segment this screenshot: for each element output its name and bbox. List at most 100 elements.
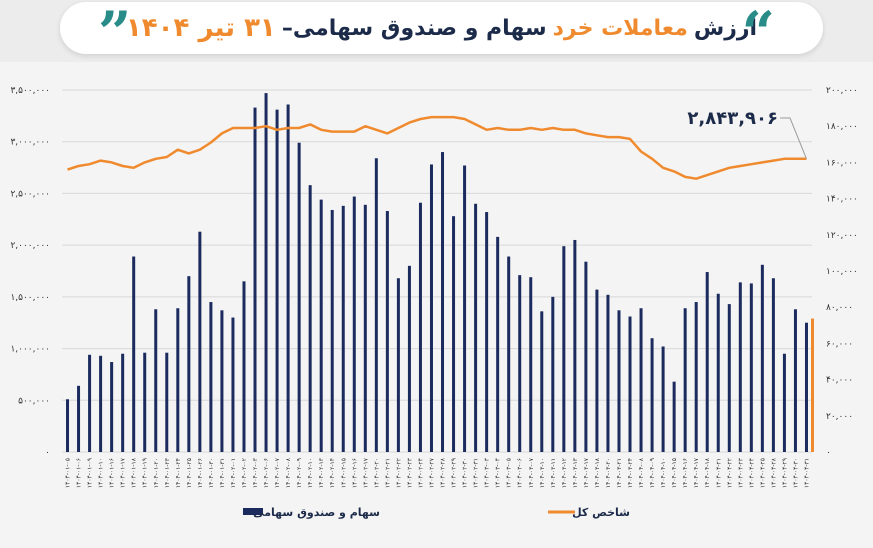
x-tick-label: ۱۴۰۴-۰۲-۱۴ xyxy=(329,458,336,488)
bar xyxy=(99,355,103,452)
left-tick-label: ۰ xyxy=(45,448,50,458)
bar xyxy=(749,283,753,452)
x-tick-label: ۱۴۰۴-۰۲-۱۰ xyxy=(307,458,314,488)
bar xyxy=(661,346,665,452)
chart-panel xyxy=(0,62,873,548)
x-tick-label: ۱۴۰۴-۰۴-۲۳ xyxy=(737,457,744,488)
bar xyxy=(429,164,433,452)
x-tick-label: ۱۴۰۴-۰۲-۱۵ xyxy=(340,458,347,488)
bar xyxy=(507,256,511,452)
x-tick-label: ۱۴۰۴-۰۲-۱۶ xyxy=(351,458,358,488)
legend-bar-label: سهام و صندوق سهامی xyxy=(253,506,380,519)
callout-leader xyxy=(780,117,807,159)
bar xyxy=(705,272,709,452)
x-tick-label: ۱۴۰۴-۰۱-۱۸ xyxy=(131,457,138,488)
left-tick-label: ۲,۰۰۰,۰۰۰ xyxy=(10,241,50,251)
x-tick-label: ۱۴۰۴-۰۴-۱۰ xyxy=(660,458,667,488)
bar xyxy=(760,264,764,452)
x-tick-label: ۱۴۰۴-۰۱-۳۰ xyxy=(208,458,215,488)
x-tick-label: ۱۴۰۴-۰۱-۱۶ xyxy=(109,458,116,488)
x-tick-label: ۱۴۰۴-۰۴-۲۴ xyxy=(748,458,755,488)
quote-close-icon: ” xyxy=(98,0,132,67)
x-tick-label: ۱۴۰۴-۰۳-۰۳ xyxy=(484,457,491,488)
bar xyxy=(628,316,632,452)
right-tick-label: ۱۶۰,۰۰۰ xyxy=(826,158,858,168)
bar xyxy=(793,309,797,452)
x-tick-label: ۱۴۰۴-۰۴-۳۱ xyxy=(803,458,810,488)
bar xyxy=(738,282,742,452)
bar xyxy=(374,158,378,452)
bar xyxy=(441,152,445,453)
x-tick-label: ۱۴۰۴-۰۲-۳۰ xyxy=(462,458,469,488)
x-tick-label: ۱۴۰۴-۰۲-۲۷ xyxy=(428,457,435,488)
x-tick-label: ۱۴۰۴-۰۴-۰۹ xyxy=(649,458,656,488)
left-tick-label: ۵۰۰,۰۰۰ xyxy=(18,396,50,406)
gridlines xyxy=(62,89,812,453)
x-tick-label: ۱۴۰۴-۰۲-۲۲ xyxy=(395,458,402,488)
x-tick-label: ۱۴۰۴-۰۲-۲۸ xyxy=(440,457,447,488)
x-tick-label: ۱۴۰۴-۰۱-۲۴ xyxy=(175,458,182,488)
line-series xyxy=(67,115,807,180)
bar xyxy=(452,216,456,452)
x-tick-label: ۱۴۰۴-۰۱-۱۹ xyxy=(142,458,149,488)
x-tick-label: ۱۴۰۴-۰۳-۱۳ xyxy=(572,457,579,488)
x-tick-label: ۱۴۰۴-۰۲-۳۱ xyxy=(473,458,480,488)
bar xyxy=(275,109,279,452)
bar xyxy=(683,308,687,452)
bar xyxy=(529,277,533,452)
x-tick-label: ۱۴۰۴-۰۱-۲۵ xyxy=(186,458,193,488)
x-tick-label: ۱۴۰۴-۰۳-۱۰ xyxy=(539,458,546,488)
x-tick-label: ۱۴۰۴-۰۳-۱۱ xyxy=(550,458,557,488)
bar xyxy=(308,185,312,452)
bar xyxy=(264,93,268,453)
bar xyxy=(407,265,411,452)
x-tick-label: ۱۴۰۴-۰۳-۱۷ xyxy=(583,457,590,488)
x-tick-label: ۱۴۰۴-۰۳-۰۷ xyxy=(528,457,535,488)
x-tick-label: ۱۴۰۴-۰۱-۲۰ xyxy=(153,458,160,488)
title-part-3: سهام و صندوق سهامی– xyxy=(281,15,547,41)
bar xyxy=(562,246,566,452)
x-tick-label: ۱۴۰۴-۰۲-۱۷ xyxy=(362,457,369,488)
bar xyxy=(352,196,356,452)
x-tick-label: ۱۴۰۴-۰۱-۰۹ xyxy=(87,458,94,488)
bar xyxy=(617,310,621,452)
bar xyxy=(121,353,125,452)
x-tick-label: ۱۴۰۴-۰۳-۲۱ xyxy=(616,458,623,488)
right-tick-label: ۴۰,۰۰۰ xyxy=(826,376,853,386)
x-tick-label: ۱۴۰۴-۰۴-۱۷ xyxy=(693,457,700,488)
bar xyxy=(474,203,478,452)
x-tick-label: ۱۴۰۴-۰۴-۲۸ xyxy=(770,457,777,488)
bar xyxy=(573,239,577,452)
bar xyxy=(187,276,191,452)
bar xyxy=(242,281,246,452)
x-tick-label: ۱۴۰۴-۰۳-۲۴ xyxy=(627,458,634,488)
bar xyxy=(716,293,720,452)
bar xyxy=(804,322,808,452)
bar xyxy=(650,338,654,452)
bar xyxy=(143,352,147,452)
x-tick-label: ۱۴۰۴-۰۱-۲۶ xyxy=(197,458,204,488)
bar xyxy=(154,309,158,452)
bar xyxy=(485,212,489,452)
title-part-2: معاملات خرد xyxy=(552,15,688,41)
bar xyxy=(672,381,676,452)
x-tick-label: ۱۴۰۴-۰۳-۱۸ xyxy=(594,457,601,488)
x-axis-ticks: ۱۴۰۴-۰۱-۰۵ ۱۴۰۴-۰۱-۰۶ ۱۴۰۴-۰۱-۰۹ ۱۴۰۴-۰۱-۱۰… xyxy=(65,457,811,488)
bar xyxy=(463,165,467,452)
x-tick-label: ۱۴۰۴-۰۴-۳۰ xyxy=(792,458,799,488)
x-tick-label: ۱۴۰۴-۰۴-۰۸ xyxy=(638,457,645,488)
last-value-callout: ۲,۸۴۳,۹۰۶ xyxy=(687,108,807,159)
x-tick-label: ۱۴۰۴-۰۴-۲۹ xyxy=(781,458,788,488)
right-tick-label: ۱۲۰,۰۰۰ xyxy=(826,231,858,241)
x-tick-label: ۱۴۰۴-۰۴-۱۶ xyxy=(682,458,689,488)
x-tick-label: ۱۴۰۴-۰۱-۲۳ xyxy=(164,457,171,488)
right-tick-label: ۶۰,۰۰۰ xyxy=(826,339,853,349)
bar xyxy=(540,311,544,452)
bar xyxy=(595,289,599,452)
bar xyxy=(551,296,555,452)
x-tick-label: ۱۴۰۴-۰۴-۲۱ xyxy=(715,458,722,488)
x-tick-label: ۱۴۰۴-۰۲-۰۶ xyxy=(263,458,270,488)
x-tick-label: ۱۴۰۴-۰۱-۳۱ xyxy=(219,458,226,488)
legend: سهام و صندوق سهامی شاخص کل xyxy=(243,506,630,519)
